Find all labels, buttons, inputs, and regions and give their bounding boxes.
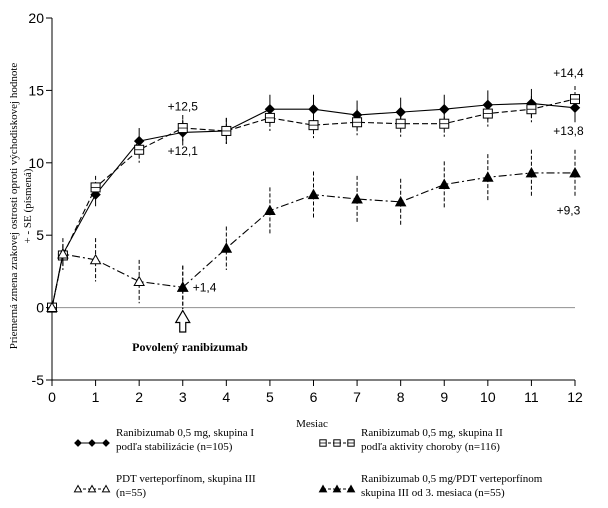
legend-label: Ranibizumab 0,5 mg/PDT verteporfínom — [361, 473, 543, 485]
data-point — [351, 193, 363, 204]
data-point — [221, 125, 232, 136]
data-point — [57, 248, 69, 259]
legend-marker — [102, 439, 110, 447]
data-point — [352, 117, 363, 128]
legend-item-1: Ranibizumab 0,5 mg, skupina I podľa stabi… — [74, 427, 254, 453]
value-annotation: +12,5 — [168, 99, 199, 113]
x-tick-label: 2 — [135, 389, 143, 405]
data-point — [264, 204, 276, 216]
data-point — [46, 301, 58, 313]
legend-label: PDT verteporfínom, skupina III — [116, 473, 256, 485]
data-point — [569, 166, 581, 178]
data-point — [525, 166, 538, 178]
data-point — [177, 123, 188, 134]
x-tick-label: 1 — [92, 389, 100, 405]
data-point — [482, 171, 494, 182]
legend-label: podľa stabilizácie (n=105) — [116, 441, 233, 453]
series-4 — [176, 149, 581, 310]
data-point — [134, 144, 145, 155]
series-3 — [46, 238, 189, 314]
legend-marker — [87, 484, 97, 493]
x-tick-label: 3 — [179, 389, 187, 405]
data-marks — [46, 86, 581, 314]
x-tick-label: 9 — [440, 389, 448, 405]
legend-label: podľa aktivity choroby (n=116) — [361, 441, 500, 453]
value-annotation: +14,4 — [553, 66, 584, 80]
legend-marker — [346, 484, 356, 493]
legend-marker — [347, 439, 355, 447]
y-tick-label: 15 — [28, 82, 44, 98]
value-annotation: +12,1 — [168, 144, 199, 158]
x-tick-label: 0 — [48, 389, 56, 405]
axes: Priemerná zmena zrakovej ostrosti oproti… — [8, 10, 583, 430]
legend-marker — [318, 484, 328, 493]
series-line — [51, 253, 183, 308]
legend-label: skupina III od 3. mesiaca (n=55) — [361, 487, 505, 499]
x-tick-label: 4 — [222, 389, 230, 405]
annotations: +12,5 +12,1 +1,4 +14,4 +13,8 +9,3 — [168, 66, 584, 294]
value-annotation: +1,4 — [193, 280, 217, 294]
legend: Ranibizumab 0,5 mg, skupina I podľa stabi… — [73, 427, 543, 499]
arrow-label: Povolený ranibizumab — [132, 340, 248, 354]
data-point — [89, 253, 102, 265]
data-point — [308, 120, 319, 131]
x-axis-label: Mesiac — [296, 418, 328, 430]
x-tick-label: 8 — [397, 389, 405, 405]
x-tick-label: 10 — [480, 389, 496, 405]
data-point — [482, 108, 493, 119]
y-tick-label: 20 — [28, 10, 44, 26]
up-arrow-icon — [174, 309, 191, 333]
x-tick-label: 7 — [353, 389, 361, 405]
series-2 — [47, 86, 580, 314]
legend-marker — [319, 439, 327, 447]
value-annotation: +9,3 — [557, 204, 581, 218]
value-annotation: +13,8 — [553, 124, 584, 138]
y-tick-label: 0 — [36, 300, 44, 316]
series-line — [182, 172, 575, 288]
y-tick-label: 10 — [28, 155, 44, 171]
data-point — [307, 188, 320, 200]
permission-arrow: Povolený ranibizumab — [132, 309, 248, 354]
data-point — [176, 281, 189, 292]
x-tick-label: 5 — [266, 389, 274, 405]
data-point — [264, 112, 275, 123]
y-axis-label: Priemerná zmena zrakovej ostrosti oproti… — [8, 63, 20, 350]
series-line — [51, 98, 576, 308]
legend-label: (n=55) — [116, 487, 146, 499]
y-tick-label: -5 — [32, 372, 45, 388]
legend-marker — [333, 439, 341, 447]
y-axis-label-unit: + - SE (písmená) — [22, 168, 34, 243]
data-point — [394, 195, 407, 207]
legend-label: Ranibizumab 0,5 mg, skupina I — [116, 427, 254, 439]
legend-item-2: Ranibizumab 0,5 mg, skupina II podľa akti… — [319, 427, 503, 453]
legend-marker — [88, 439, 96, 447]
legend-label: Ranibizumab 0,5 mg, skupina II — [361, 427, 503, 439]
legend-item-4: Ranibizumab 0,5 mg/PDT verteporfínom skup… — [318, 473, 543, 499]
y-tick-label: 5 — [36, 227, 44, 243]
data-point — [395, 118, 406, 129]
x-tick-label: 12 — [567, 389, 583, 405]
legend-marker — [74, 439, 82, 447]
data-point — [570, 94, 580, 105]
data-point — [220, 242, 233, 253]
legend-item-3: PDT verteporfínom, skupina III (n=55) — [73, 473, 256, 499]
data-point — [133, 275, 145, 286]
x-tick-label: 11 — [524, 389, 539, 405]
legend-marker — [332, 484, 342, 493]
x-tick-label: 6 — [310, 389, 318, 405]
data-point — [438, 178, 451, 189]
legend-marker — [73, 484, 83, 493]
series-line — [51, 102, 576, 308]
data-point — [90, 182, 101, 193]
data-point — [526, 104, 537, 115]
data-point — [439, 118, 450, 129]
legend-marker — [101, 484, 111, 493]
